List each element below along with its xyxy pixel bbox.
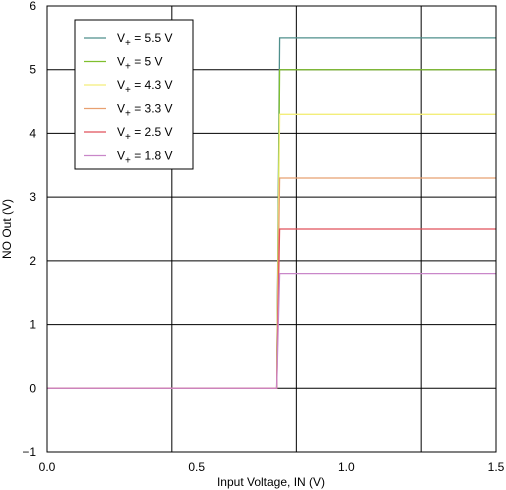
plot-area-frame bbox=[46, 5, 497, 453]
y-axis-label: NO Out (V) bbox=[0, 199, 14, 259]
x-tick-labels: 0.0 0.5 1.0 1.5 bbox=[39, 460, 505, 474]
y-tick-label: 4 bbox=[29, 126, 36, 140]
legend-entry: V+ = 4.3 V bbox=[117, 78, 173, 96]
y-tick-label: −1 bbox=[22, 445, 36, 459]
series-lines bbox=[47, 37, 496, 389]
y-tick-label: 5 bbox=[29, 63, 36, 77]
legend-entry: V+ = 2.5 V bbox=[117, 125, 173, 143]
x-tick-label: 1.0 bbox=[338, 460, 355, 474]
y-tick-label: 2 bbox=[29, 254, 36, 268]
series-line-3 bbox=[47, 177, 496, 389]
y-tick-label: 3 bbox=[29, 190, 36, 204]
y-tick-label: 1 bbox=[29, 318, 36, 332]
legend-entry: V+ = 1.8 V bbox=[117, 149, 173, 167]
x-tick-label: 1.5 bbox=[488, 460, 505, 474]
y-tick-labels: −1 0 1 2 3 4 5 6 bbox=[22, 0, 36, 459]
legend-box bbox=[74, 19, 194, 170]
legend-entry: V+ = 3.3 V bbox=[117, 102, 173, 120]
legend-entry: V+ = 5.5 V bbox=[117, 31, 173, 49]
x-tick-label: 0.5 bbox=[188, 460, 205, 474]
y-tick-label: 6 bbox=[29, 0, 36, 13]
y-tick-label: 0 bbox=[29, 381, 36, 395]
series-line-4 bbox=[47, 228, 496, 389]
legend: V+ = 5.5 V V+ = 5 V V+ = 4.3 V V+ = 3.3 V V+… bbox=[74, 19, 194, 170]
x-axis-label: Input Voltage, IN (V) bbox=[217, 475, 325, 489]
x-tick-label: 0.0 bbox=[39, 460, 56, 474]
legend-entry: V+ = 5 V bbox=[117, 55, 163, 73]
series-line-5 bbox=[47, 272, 496, 389]
